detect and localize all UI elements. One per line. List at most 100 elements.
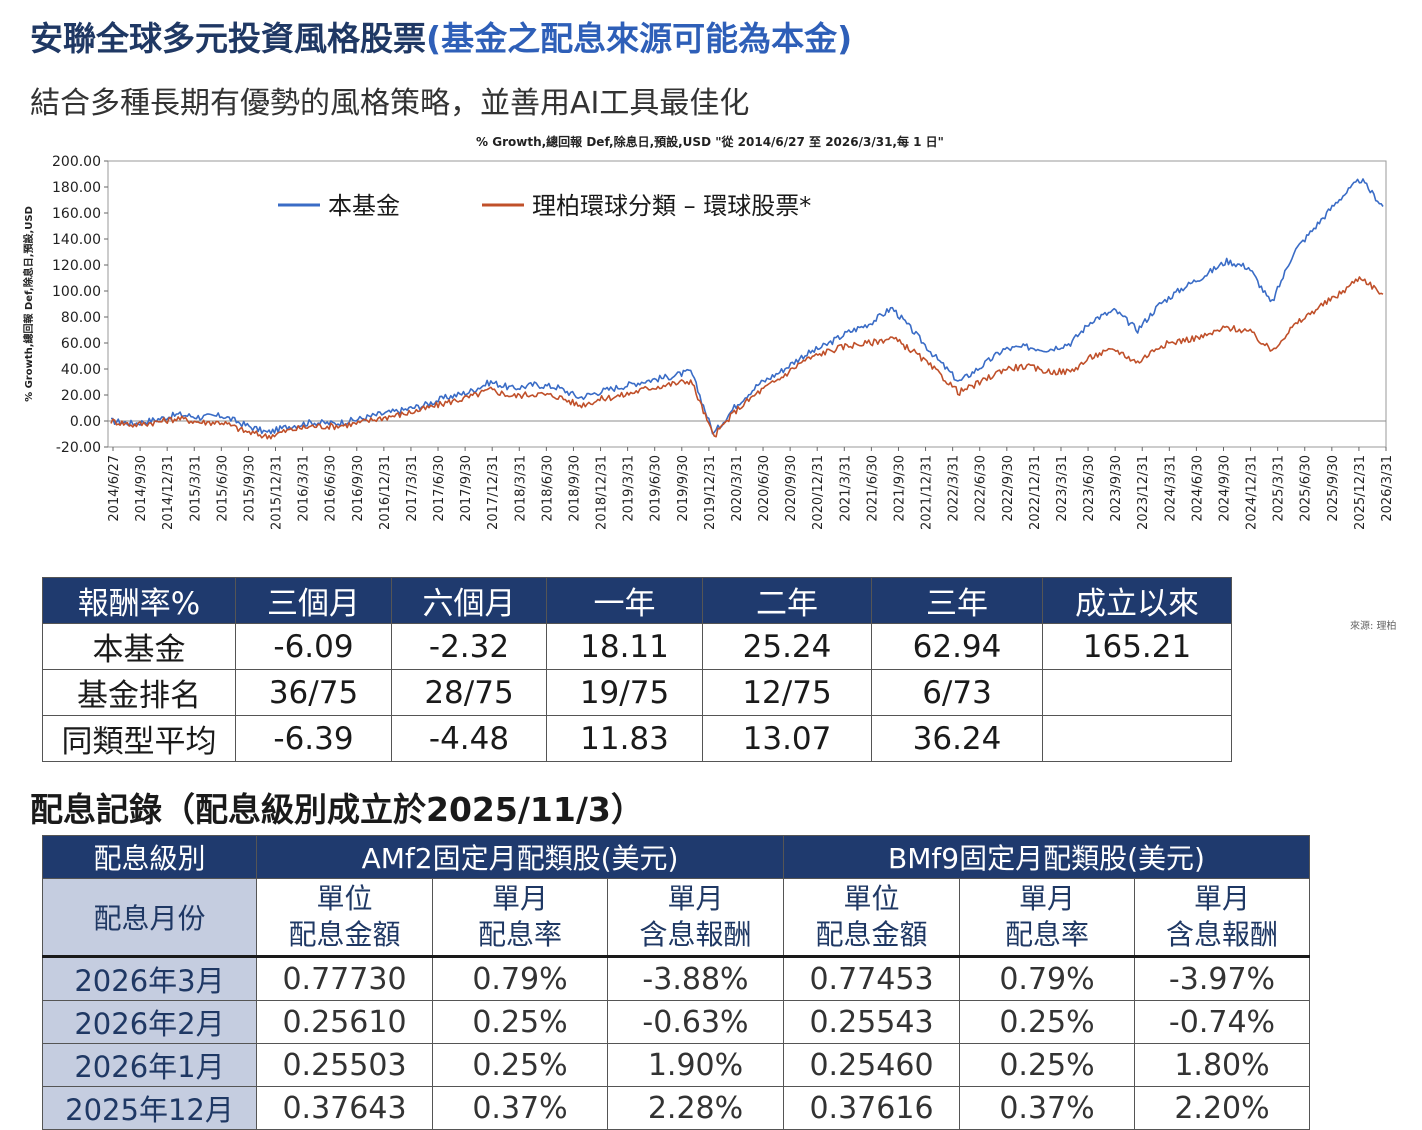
dividend-cell: 0.77453	[783, 956, 960, 1001]
y-tick-label: 100.00	[52, 284, 101, 300]
x-tick-label: 2024/12/31	[1245, 455, 1260, 530]
title-main: 安聯全球多元投資風格股票	[30, 19, 426, 58]
y-tick-label: 120.00	[52, 258, 101, 274]
x-tick-label: 2014/12/31	[161, 455, 176, 530]
x-tick-label: 2020/3/31	[730, 455, 745, 522]
dividend-cell: 0.37%	[959, 1086, 1135, 1130]
table-row: 基金排名 36/75 28/75 19/75 12/75 6/73	[42, 669, 1232, 716]
perf-cell	[1042, 715, 1232, 762]
table-row: 2026年3月 0.77730 0.79% -3.88% 0.77453 0.7…	[42, 956, 1310, 1001]
perf-cell: 同類型平均	[42, 715, 236, 762]
perf-header-cell: 二年	[702, 577, 872, 624]
y-tick-label: 40.00	[61, 362, 101, 378]
x-tick-label: 2017/3/31	[405, 455, 420, 522]
perf-cell: -6.09	[235, 623, 392, 670]
dividend-cell: 2.20%	[1134, 1086, 1310, 1130]
perf-cell: 165.21	[1042, 623, 1232, 670]
dividend-cell: 0.37643	[256, 1086, 433, 1130]
y-axis-label: % Growth,總回報 Def,除息日,預設,USD	[22, 206, 35, 402]
x-tick-label: 2015/3/31	[188, 455, 203, 522]
x-tick-label: 2020/6/30	[757, 455, 772, 522]
x-tick-label: 2026/3/31	[1380, 455, 1395, 522]
dividend-cell: -3.88%	[607, 956, 784, 1001]
growth-line-chart: 200.00 180.00 160.00 140.00 120.00 100.00 80.0…	[22, 154, 1395, 530]
x-tick-label: 2016/9/30	[351, 455, 366, 522]
y-tick-label: 140.00	[52, 232, 101, 248]
subheader-line: 單位	[316, 882, 373, 915]
y-tick-label: 200.00	[52, 154, 101, 170]
dividend-cell: 2.28%	[607, 1086, 784, 1130]
dividend-cell: 0.79%	[432, 956, 608, 1001]
x-tick-label: 2017/6/30	[432, 455, 447, 522]
dividend-cell: 0.25%	[432, 1000, 608, 1044]
table-row: 2025年12月 0.37643 0.37% 2.28% 0.37616 0.3…	[42, 1086, 1310, 1130]
dividend-cell: 0.79%	[959, 956, 1135, 1001]
y-tick-label: 20.00	[61, 388, 101, 404]
x-tick-label: 2023/9/30	[1109, 455, 1124, 522]
y-tick-label: 160.00	[52, 206, 101, 222]
x-tick-label: 2017/12/31	[486, 455, 501, 530]
dividend-cell: 0.37%	[432, 1086, 608, 1130]
x-tick-label: 2017/9/30	[459, 455, 474, 522]
subheader-line: 含息報酬	[639, 918, 752, 951]
x-tick-label: 2015/12/31	[270, 455, 285, 530]
y-tick-label: -20.00	[56, 440, 101, 456]
x-tick-label: 2020/9/30	[784, 455, 799, 522]
x-tick-label: 2016/3/31	[297, 455, 312, 522]
dividend-cell: 0.25460	[783, 1043, 960, 1087]
perf-header-cell: 成立以來	[1042, 577, 1232, 624]
month-cell: 2026年1月	[42, 1043, 257, 1087]
x-tick-label: 2025/3/31	[1272, 455, 1287, 522]
x-tick-label: 2025/6/30	[1299, 455, 1314, 522]
y-tick-label: 0.00	[70, 414, 101, 430]
dividend-cell: 1.90%	[607, 1043, 784, 1087]
source-note: 來源: 理柏	[1350, 621, 1397, 632]
perf-header-cell: 六個月	[391, 577, 547, 624]
month-cell: 2026年3月	[42, 956, 257, 1001]
subheader-line: 配息金額	[288, 918, 401, 951]
x-tick-label: 2023/6/30	[1082, 455, 1097, 522]
dividend-cell: 0.25610	[256, 1000, 433, 1044]
perf-cell: 6/73	[871, 669, 1043, 716]
perf-header-cell: 一年	[546, 577, 703, 624]
perf-cell: 12/75	[702, 669, 872, 716]
class-label-cell: 配息級別	[42, 835, 257, 879]
dividend-cell: -3.97%	[1134, 956, 1310, 1001]
x-tick-label: 2016/6/30	[324, 455, 339, 522]
dividend-cell: 0.25%	[959, 1000, 1135, 1044]
x-tick-label: 2019/9/30	[676, 455, 691, 522]
y-tick-label: 80.00	[61, 310, 101, 326]
dividend-table: 配息級別 AMf2固定月配類股(美元) BMf9固定月配類股(美元) 配息月份 …	[42, 835, 1310, 1130]
table-row: 同類型平均 -6.39 -4.48 11.83 13.07 36.24	[42, 715, 1232, 762]
dividend-cell: 0.25%	[959, 1043, 1135, 1087]
x-tick-label: 2019/12/31	[703, 455, 718, 530]
x-tick-label: 2018/6/30	[540, 455, 555, 522]
x-tick-label: 2014/9/30	[134, 455, 149, 522]
x-tick-label: 2015/6/30	[215, 455, 230, 522]
x-tick-label: 2024/9/30	[1217, 455, 1232, 522]
x-tick-label: 2018/12/31	[595, 455, 610, 530]
perf-cell: 36.24	[871, 715, 1043, 762]
dividend-cell: 0.77730	[256, 956, 433, 1001]
subheader-line: 單位	[843, 882, 900, 915]
x-tick-label: 2016/12/31	[378, 455, 393, 530]
month-cell: 2026年2月	[42, 1000, 257, 1044]
dividend-cell: 0.25%	[432, 1043, 608, 1087]
perf-header-cell: 報酬率%	[42, 577, 236, 624]
perf-cell: -2.32	[391, 623, 547, 670]
page-subtitle: 結合多種長期有優勢的風格策略，並善用AI工具最佳化	[30, 86, 750, 121]
table-row: 2026年2月 0.25610 0.25% -0.63% 0.25543 0.2…	[42, 1000, 1310, 1044]
dividend-section-title: 配息記錄（配息級別成立於2025/11/3）	[30, 790, 644, 829]
dividend-cell: 0.25543	[783, 1000, 960, 1044]
perf-cell: 18.11	[546, 623, 703, 670]
x-tick-label: 2024/3/31	[1163, 455, 1178, 522]
dividend-cell: -0.74%	[1134, 1000, 1310, 1044]
class-a-header: AMf2固定月配類股(美元)	[256, 835, 784, 879]
perf-cell: -4.48	[391, 715, 547, 762]
subheader-cell: 單月 配息率	[959, 878, 1135, 958]
y-tick-label: 180.00	[52, 180, 101, 196]
x-tick-label: 2021/12/31	[920, 455, 935, 530]
series-line	[111, 178, 1384, 435]
perf-cell: 本基金	[42, 623, 236, 670]
x-tick-label: 2019/6/30	[649, 455, 664, 522]
